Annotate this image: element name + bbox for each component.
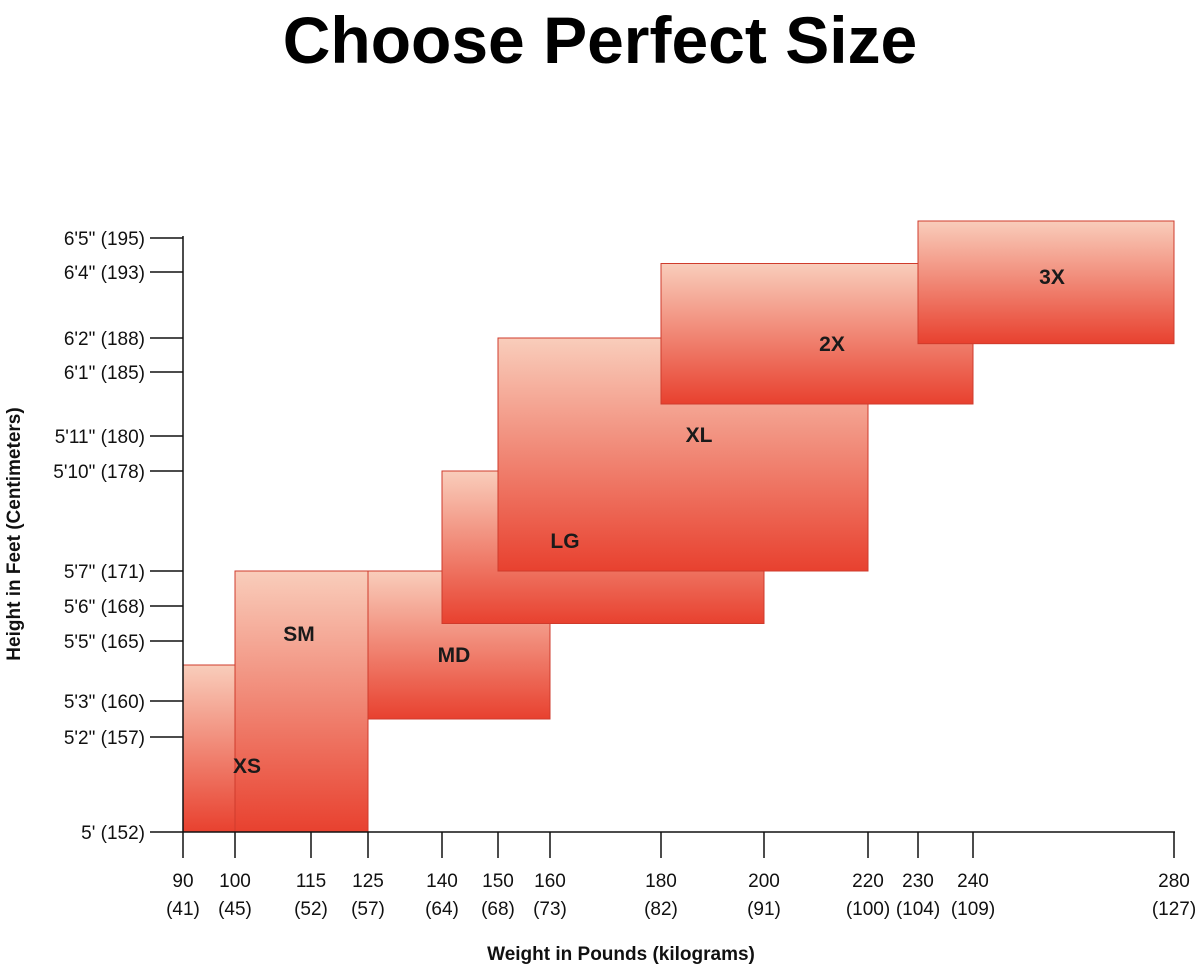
size-box-sm xyxy=(234,570,369,833)
size-label-2x: 2X xyxy=(819,333,845,356)
size-label-3x: 3X xyxy=(1039,266,1065,289)
y-tick-label: 5'7" (171) xyxy=(64,562,145,583)
x-tick-sublabel: (104) xyxy=(896,899,940,920)
x-tick-sublabel: (57) xyxy=(351,899,385,920)
y-tick-label: 6'5" (195) xyxy=(64,229,145,250)
x-tick-sublabel: (100) xyxy=(846,899,890,920)
size-label-lg: LG xyxy=(550,530,579,553)
y-tick-label: 6'2" (188) xyxy=(64,329,145,350)
size-label-sm: SM xyxy=(283,623,315,646)
size-labels: XS SM MD LG XL 2X 3X xyxy=(233,266,1065,778)
y-tick-label: 5'3" (160) xyxy=(64,692,145,713)
x-tick-label: 220 xyxy=(852,871,884,892)
x-tick-label: 140 xyxy=(426,871,458,892)
y-tick-label: 5'6" (168) xyxy=(64,597,145,618)
x-axis-title: Weight in Pounds (kilograms) xyxy=(487,944,755,965)
x-tick-sublabel: (45) xyxy=(218,899,252,920)
x-tick-sublabel: (68) xyxy=(481,899,515,920)
y-tick-label: 5'2" (157) xyxy=(64,728,145,749)
y-tick-label: 5' (152) xyxy=(81,823,145,844)
x-tick-sublabel: (91) xyxy=(747,899,781,920)
size-boxes xyxy=(182,220,1175,833)
x-tick-label: 230 xyxy=(902,871,934,892)
x-tick-sublabel: (109) xyxy=(951,899,995,920)
x-tick-label: 125 xyxy=(352,871,384,892)
x-tick-sublabel: (73) xyxy=(533,899,567,920)
size-label-xs: XS xyxy=(233,755,261,778)
y-tick-label: 6'1" (185) xyxy=(64,363,145,384)
x-tick-label: 160 xyxy=(534,871,566,892)
x-tick-sublabel: (127) xyxy=(1152,899,1196,920)
size-box-3x xyxy=(917,220,1175,345)
x-tick-sublabel: (41) xyxy=(166,899,200,920)
x-tick-sublabel: (64) xyxy=(425,899,459,920)
page-title: Choose Perfect Size xyxy=(282,3,918,77)
y-tick-label: 5'10" (178) xyxy=(53,462,145,483)
x-tick-label: 200 xyxy=(748,871,780,892)
x-tick-label: 240 xyxy=(957,871,989,892)
axes: 6'5" (195) 6'4" (193) 6'2" (188) 6'1" (185)… xyxy=(53,229,1196,920)
x-tick-label: 100 xyxy=(219,871,251,892)
y-axis-title: Height in Feet (Centimeters) xyxy=(4,407,25,660)
x-tick-label: 280 xyxy=(1158,871,1190,892)
x-tick-label: 115 xyxy=(296,871,326,892)
size-label-md: MD xyxy=(438,644,471,667)
y-tick-label: 5'5" (165) xyxy=(64,632,145,653)
x-tick-label: 90 xyxy=(172,871,193,892)
x-tick-sublabel: (52) xyxy=(294,899,328,920)
x-tick-label: 150 xyxy=(482,871,514,892)
x-tick-sublabel: (82) xyxy=(644,899,678,920)
size-label-xl: XL xyxy=(686,424,713,447)
y-tick-label: 6'4" (193) xyxy=(64,263,145,284)
x-tick-label: 180 xyxy=(645,871,677,892)
y-tick-label: 5'11" (180) xyxy=(55,427,145,448)
